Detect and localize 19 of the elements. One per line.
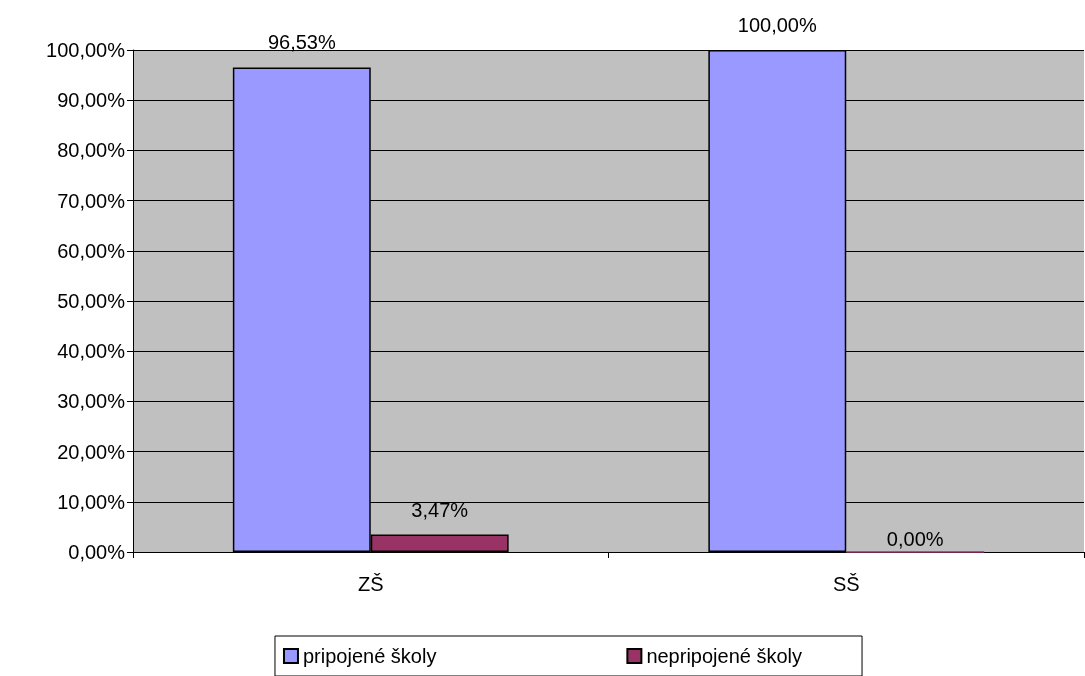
y-tick-label: 20,00% xyxy=(57,440,126,463)
y-tick-label: 100,00% xyxy=(46,39,126,61)
y-tick-label: 80,00% xyxy=(57,139,126,162)
data-label: 0,00% xyxy=(886,527,944,550)
x-tick-label: ZŠ xyxy=(357,573,384,595)
y-tick-label: 70,00% xyxy=(57,189,126,212)
data-label: 100,00% xyxy=(737,14,817,36)
legend-label: nepripojené školy xyxy=(646,645,803,667)
y-tick-label: 60,00% xyxy=(57,239,126,262)
y-tick-label: 30,00% xyxy=(57,390,126,413)
y-tick-label: 40,00% xyxy=(57,340,126,363)
data-label: 3,47% xyxy=(411,498,469,521)
x-tick-label: SŠ xyxy=(832,573,860,595)
y-tick-label: 10,00% xyxy=(57,490,126,513)
data-label: 96,53% xyxy=(267,31,336,54)
y-tick-label: 90,00% xyxy=(57,89,126,112)
legend-label: pripojené školy xyxy=(302,645,437,667)
y-tick-label: 50,00% xyxy=(57,290,126,312)
y-tick-label: 0,00% xyxy=(68,541,126,563)
